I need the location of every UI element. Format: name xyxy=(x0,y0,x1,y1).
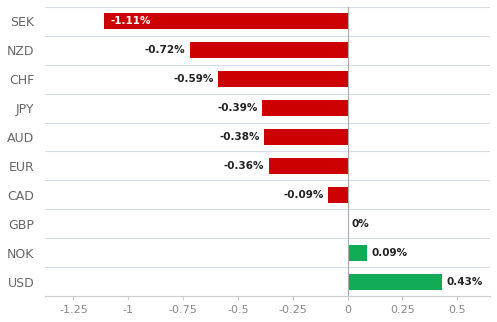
Bar xyxy=(262,100,347,116)
Bar xyxy=(264,129,347,145)
Bar xyxy=(218,71,347,87)
Bar xyxy=(104,14,347,29)
Bar xyxy=(328,187,347,203)
Text: -0.39%: -0.39% xyxy=(217,103,257,113)
Text: -1.11%: -1.11% xyxy=(111,16,151,26)
Text: -0.09%: -0.09% xyxy=(283,190,324,200)
Text: -0.38%: -0.38% xyxy=(219,132,260,142)
Text: -0.72%: -0.72% xyxy=(145,45,185,55)
Bar xyxy=(347,274,442,289)
Text: 0.09%: 0.09% xyxy=(372,248,408,258)
Text: -0.59%: -0.59% xyxy=(173,74,214,84)
Text: -0.36%: -0.36% xyxy=(224,161,264,171)
Bar xyxy=(268,158,347,174)
Text: 0.43%: 0.43% xyxy=(446,277,483,287)
Bar xyxy=(347,245,367,260)
Text: 0%: 0% xyxy=(352,219,370,229)
Bar xyxy=(189,43,347,58)
